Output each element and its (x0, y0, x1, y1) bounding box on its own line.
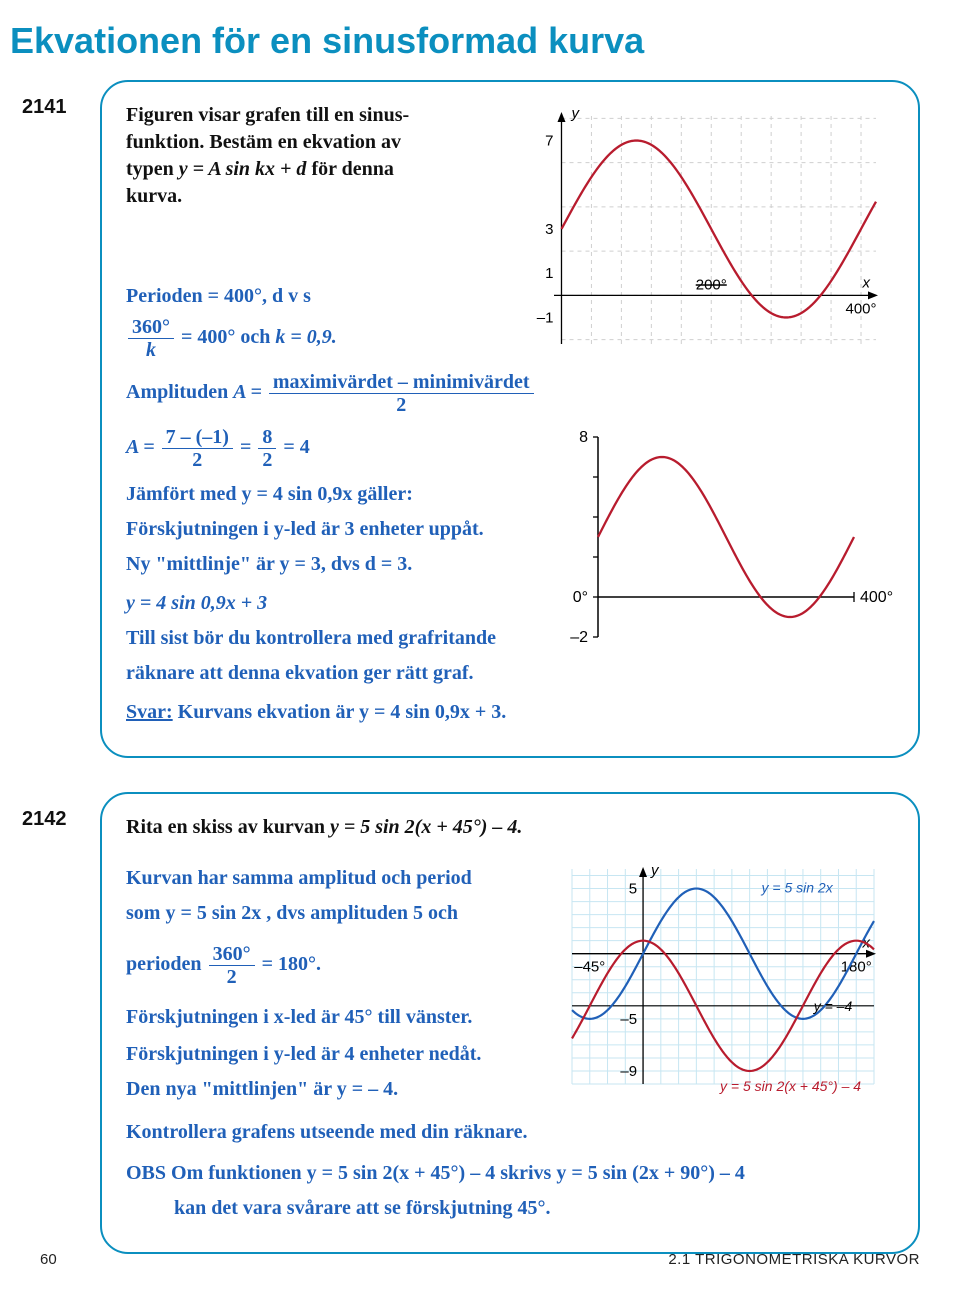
solution-line: Kurvan har samma amplitud och period (126, 863, 514, 894)
solution-line: Jämfört med y = 4 sin 0,9x gäller: (126, 479, 544, 510)
obs-line: OBS Om funktionen y = 5 sin 2(x + 45°) –… (126, 1158, 894, 1189)
page-number: 60 (40, 1251, 57, 1268)
svg-text:200°: 200° (696, 276, 727, 293)
solution-line: Ny "mittlinje" är y = 3, dvs d = 3. (126, 549, 544, 580)
svg-text:x: x (862, 274, 871, 291)
chart-2: 8 0° –2 400° (564, 427, 894, 652)
svg-text:400°: 400° (846, 300, 877, 317)
solution-line: Förskjutningen i y-led är 3 enheter uppå… (126, 514, 544, 545)
example-2142: 2142 Rita en skiss av kurvan y = 5 sin 2… (100, 792, 920, 1254)
svg-text:y = –4: y = –4 (813, 998, 853, 1014)
svg-text:y = 5 sin 2(x + 45°) – 4: y = 5 sin 2(x + 45°) – 4 (719, 1078, 861, 1094)
solution-line: som y = 5 sin 2x , dvs amplituden 5 och (126, 898, 514, 929)
svg-text:1: 1 (545, 265, 553, 282)
solution-line: Amplituden A = maximivärdet – minimivärd… (126, 371, 544, 416)
page-footer: 60 2.1 TRIGONOMETRISKA KURVOR (40, 1251, 920, 1268)
intro-text: Figuren visar grafen till en sinus- funk… (126, 102, 504, 210)
page-title: Ekvationen för en sinusformad kurva (10, 20, 920, 62)
chart-3: –9–55–45°180°yxy = 5 sin 2xy = –4y = 5 s… (534, 859, 894, 1099)
svg-text:7: 7 (545, 133, 553, 150)
solution-line: Förskjutningen i y-led är 4 enheter nedå… (126, 1039, 514, 1070)
solution-answer: Svar: Kurvans ekvation är y = 4 sin 0,9x… (126, 697, 544, 728)
svg-text:0°: 0° (573, 589, 588, 606)
chart-1: –1137200°400°yx (524, 102, 894, 367)
solution-line: Den nya "mittlinjen" är y = – 4. (126, 1074, 514, 1105)
solution-line: Kontrollera grafens utseende med din räk… (126, 1117, 894, 1148)
exercise-number: 2141 (22, 96, 67, 119)
svg-text:y: y (650, 862, 660, 879)
intro-text: Rita en skiss av kurvan y = 5 sin 2(x + … (126, 814, 894, 841)
svg-text:–45°: –45° (574, 959, 605, 976)
svg-text:–9: –9 (620, 1063, 637, 1080)
svg-text:–5: –5 (620, 1011, 637, 1028)
svg-text:400°: 400° (860, 589, 893, 606)
svg-text:5: 5 (629, 881, 637, 898)
solution-line: räknare att denna ekvation ger rätt graf… (126, 658, 544, 689)
svg-text:8: 8 (579, 429, 588, 446)
solution-line: perioden 360°2 = 180°. (126, 943, 514, 988)
solution-line: Perioden = 400°, d v s (126, 281, 544, 312)
svg-text:y: y (570, 105, 580, 122)
solution-line: y = 4 sin 0,9x + 3 (126, 588, 544, 619)
example-2141: 2141 Figuren visar grafen till en sinus-… (100, 80, 920, 758)
solution-line: Till sist bör du kontrollera med grafrit… (126, 623, 544, 654)
svg-text:y = 5 sin 2x: y = 5 sin 2x (760, 880, 833, 896)
svg-text:–2: –2 (570, 629, 588, 646)
solution-line: Förskjutningen i x-led är 45° till vänst… (126, 1002, 514, 1033)
solution-line: A = 7 – (–1)2 = 82 = 4 (126, 426, 544, 471)
section-label: 2.1 TRIGONOMETRISKA KURVOR (668, 1251, 920, 1268)
solution-line: 360°k = 400° och k = 0,9. (126, 316, 544, 361)
svg-text:3: 3 (545, 221, 553, 238)
exercise-number: 2142 (22, 808, 67, 831)
obs-line: kan det vara svårare att se förskjutning… (174, 1193, 894, 1224)
